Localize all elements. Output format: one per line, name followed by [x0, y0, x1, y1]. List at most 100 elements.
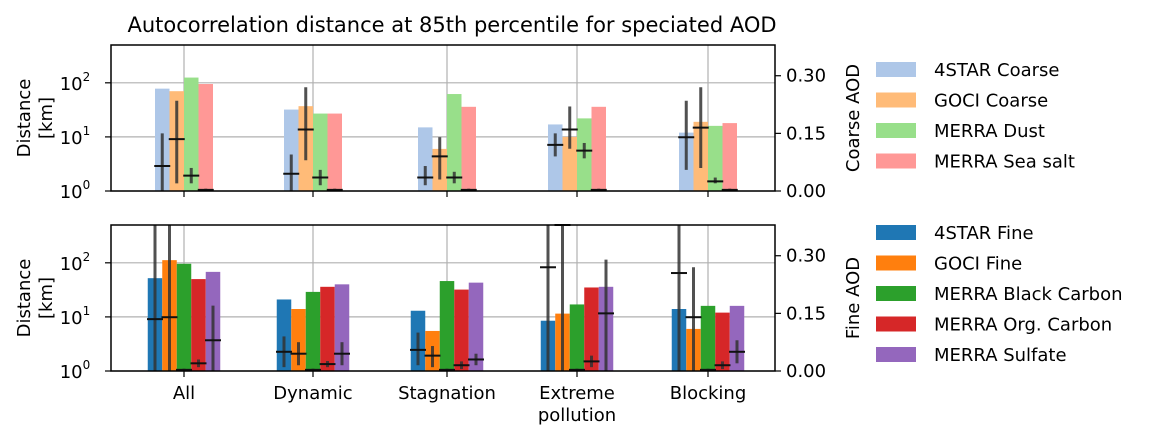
- plot-frame: [110, 44, 776, 192]
- aod-marker: [183, 167, 200, 184]
- legend-label: 4STAR Coarse: [934, 60, 1059, 81]
- bar-coarse-merra-sea-salt-2: [461, 106, 476, 191]
- x-tick-label: All: [173, 383, 195, 404]
- bar-fine-4star-fine-1: [276, 299, 292, 371]
- bar-coarse-4star-coarse-2: [418, 127, 433, 191]
- bar-fine-merra-sulfate-4: [729, 305, 745, 371]
- y-tick-label-right: 0.30: [786, 246, 826, 267]
- y-tick-label-right: 0.15: [786, 303, 826, 324]
- y-tick-label-right: 0.00: [786, 361, 826, 382]
- aod-marker: [671, 225, 687, 371]
- aod-marker: [583, 355, 600, 368]
- y-tick-label-right: 0.15: [786, 123, 826, 144]
- bar-fine-goci-fine-1: [291, 309, 306, 371]
- legend-item: MERRA Sea salt: [876, 152, 1075, 173]
- bar-fine-merra-org-carbon-0: [191, 279, 206, 371]
- y-axis-label-left: Distance[km]: [14, 259, 57, 338]
- aod-marker: [190, 359, 207, 368]
- legend-label: MERRA Dust: [934, 121, 1045, 142]
- aod-marker: [468, 353, 484, 366]
- bar-coarse-merra-dust-4: [708, 125, 723, 191]
- legend-label: GOCI Fine: [934, 254, 1022, 275]
- legend-swatch: [876, 225, 916, 240]
- aod-marker: [707, 177, 724, 184]
- x-tick-label: Stagnation: [398, 383, 496, 404]
- panel-fine: 100 101 102 0.00 0.15 0.30 Distance[km] Fine AO…: [14, 224, 864, 426]
- aod-marker: [540, 225, 556, 371]
- x-tick-label: Dynamic: [273, 383, 352, 404]
- legend-swatch: [876, 62, 916, 77]
- legend-label: MERRA Sulfate: [934, 345, 1067, 366]
- bar-coarse-merra-sea-salt-1: [327, 113, 342, 191]
- legend-item: GOCI Coarse: [876, 91, 1048, 112]
- aod-marker: [547, 133, 564, 157]
- aod-marker: [319, 361, 336, 368]
- aod-marker: [205, 305, 221, 371]
- bar-fine-merra-org-carbon-2: [454, 289, 469, 371]
- bar-coarse-4star-coarse-3: [548, 124, 563, 191]
- legend-swatch: [876, 255, 916, 271]
- plot-frame: [110, 224, 776, 372]
- aod-marker: [417, 166, 434, 186]
- legend-item: 4STAR Coarse: [876, 60, 1059, 81]
- bar-fine-merra-black-carbon-2: [439, 281, 455, 371]
- bar-fine-merra-sulfate-2: [468, 282, 484, 371]
- bar-fine-merra-black-carbon-1: [305, 291, 321, 371]
- aod-marker: [334, 342, 350, 366]
- legend-item: MERRA Black Carbon: [876, 284, 1123, 305]
- aod-marker: [692, 87, 709, 168]
- y-axis-label-left: Distance[km]: [14, 79, 57, 158]
- aod-marker: [147, 225, 163, 371]
- aod-marker: [729, 340, 745, 364]
- y-tick-label-right: 0.00: [786, 181, 826, 202]
- legend-swatch: [876, 92, 916, 108]
- aod-marker: [598, 259, 614, 371]
- legend-label: MERRA Org. Carbon: [934, 315, 1112, 336]
- aod-marker: [297, 87, 314, 161]
- legend-swatch: [876, 316, 916, 332]
- y-tick-label-left: 100: [60, 358, 91, 383]
- bar-coarse-goci-coarse-3: [562, 136, 577, 191]
- bar-coarse-merra-dust-1: [313, 113, 328, 191]
- aod-marker: [154, 133, 171, 191]
- aod-marker: [453, 361, 470, 370]
- aod-marker: [168, 100, 185, 184]
- y-tick-label-left: 101: [60, 124, 91, 149]
- legend-item: MERRA Org. Carbon: [876, 315, 1112, 336]
- y-tick-label-left: 102: [60, 70, 91, 95]
- aod-marker: [161, 225, 178, 371]
- bar-fine-merra-black-carbon-0: [176, 263, 192, 371]
- bar-coarse-4star-coarse-1: [284, 109, 299, 191]
- bar-fine-merra-org-carbon-3: [584, 287, 599, 371]
- legend-swatch: [876, 123, 916, 138]
- x-tick-label: Extreme pollution: [538, 383, 616, 426]
- legend-coarse: 4STAR Coarse GOCI Coarse MERRA Dust MERRA S…: [876, 60, 1075, 173]
- legend-label: MERRA Sea salt: [934, 152, 1075, 173]
- bar-coarse-merra-sea-salt-3: [591, 106, 606, 191]
- aod-marker: [576, 142, 593, 159]
- bar-fine-merra-org-carbon-4: [715, 312, 730, 371]
- aod-marker: [290, 342, 307, 366]
- y-axis-label-right: Coarse AOD: [843, 64, 864, 172]
- bar-fine-merra-black-carbon-4: [700, 305, 716, 371]
- legend-swatch: [876, 347, 916, 362]
- legend-item: GOCI Fine: [876, 254, 1022, 275]
- legend-fine: 4STAR Fine GOCI Fine MERRA Black Carbon MER…: [876, 223, 1123, 366]
- legend-item: MERRA Dust: [876, 121, 1045, 142]
- bar-coarse-merra-sea-salt-4: [722, 123, 737, 191]
- legend-label: GOCI Coarse: [934, 91, 1048, 112]
- y-tick-label-left: 100: [60, 178, 91, 203]
- legend-item: 4STAR Fine: [876, 223, 1034, 244]
- aod-marker: [561, 106, 578, 149]
- y-axis-label-right: Fine AOD: [843, 257, 864, 339]
- legend-item: MERRA Sulfate: [876, 345, 1067, 366]
- bar-coarse-merra-dust-2: [447, 94, 462, 191]
- legend-swatch: [876, 153, 916, 169]
- aod-marker: [678, 100, 695, 170]
- bar-fine-merra-org-carbon-1: [320, 286, 335, 371]
- aod-marker: [410, 332, 426, 366]
- bar-fine-merra-black-carbon-3: [569, 304, 585, 371]
- bar-coarse-merra-dust-0: [184, 77, 199, 191]
- legend-label: 4STAR Fine: [934, 223, 1034, 244]
